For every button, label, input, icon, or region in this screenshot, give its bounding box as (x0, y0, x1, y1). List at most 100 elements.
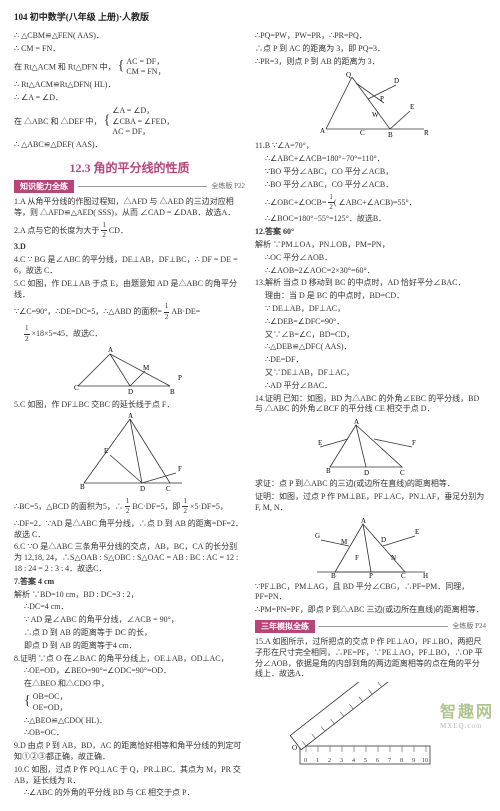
brace-icon: { (104, 113, 111, 128)
rule (319, 626, 448, 627)
svg-text:N: N (391, 554, 396, 562)
svg-text:Q: Q (346, 71, 351, 79)
page-header: 104 初中数学(八年级 上册)·人教版 (14, 10, 486, 23)
watermark-line2: MXEQ.com (440, 722, 494, 730)
svg-text:D: D (364, 469, 369, 477)
subheader-label: 知识能力全练 (14, 180, 74, 193)
svg-text:6: 6 (376, 758, 379, 764)
q7e: 即点 D 到 AB 的距离等于4 cm． (14, 641, 245, 652)
section-title: 12.3 角的平分线的性质 (14, 159, 245, 176)
text: ×18×5=45．故选C． (32, 329, 103, 338)
svg-text:O: O (292, 744, 297, 752)
brace-icon: { (24, 694, 31, 709)
q14b: 证明：如图，过点 P 作 PM⊥BE，PF⊥AC，PN⊥AF，垂足分别为 F, … (255, 492, 486, 514)
svg-text:C: C (400, 469, 405, 477)
text: ∵∠C=90°，∴DE=DC=5，∴△ABD 的面积= (14, 307, 162, 316)
fraction: 12 (101, 221, 107, 241)
subheader-three-year: 三年模拟全练 全练版 P24 (255, 620, 486, 633)
q5a: 5.C 如图，作 DE⊥AB 于点 E，由题意知 AD 是△ABC 的角平分线． (14, 279, 245, 301)
svg-text:W: W (372, 111, 379, 119)
svg-text:0: 0 (304, 758, 307, 764)
q14: 14.证明 已知：如图，BD 为△ABC 的外角∠EBC 的平分线，BD 与 △… (255, 394, 486, 416)
svg-text:B: B (170, 388, 175, 396)
q7b: ∴DC=4 cm． (14, 602, 245, 613)
svg-text:B: B (331, 572, 336, 580)
svg-text:C: C (166, 485, 171, 493)
watermark: 智趣网 MXEQ.com (440, 698, 494, 730)
right-column: ∴PQ=PW，PW=PR，∴PR=PQ． ∴点 P 到 AC 的距离为 3，即 … (255, 29, 486, 801)
text: ∴ Rt△ACM≌Rt△DFN( HL)． (14, 80, 245, 91)
figure-q5-triangle2: A B C D E F (70, 413, 190, 495)
text: ∴ CM = FN． (14, 44, 245, 55)
text: ∴∠OBC+∠OCB= (265, 197, 326, 206)
svg-text:B: B (326, 467, 331, 475)
text: 在 △ABC 和 △DEF 中， (14, 117, 102, 126)
svg-text:F: F (178, 465, 182, 473)
q7c: ∵ AD 是∠ABC 的角平分线，∠ACB = 90°， (14, 615, 245, 626)
svg-text:A: A (320, 127, 325, 135)
svg-text:E: E (410, 103, 414, 111)
q11b: ∵BO 平分∠ABC，CO 平分∠ACB， (255, 167, 486, 178)
q10: 10.C 如图，过点 P 作 PQ⊥AC 于 Q，PR⊥BC．其点为 M，PR … (14, 765, 245, 787)
text: ∴BC=5，△BCD 的面积为5，∴ (14, 502, 123, 511)
fraction: 12 (164, 302, 170, 322)
q2: 2.A 点与它的长度为大于 12 CD． (14, 221, 245, 241)
q5b: ∵∠C=90°，∴DE=DC=5，∴△ABD 的面积= 12 AB·DE= (14, 302, 245, 322)
svg-text:D: D (381, 536, 386, 544)
q12c: ∴∠AOB=2∠AOC=2×30°=60°． (255, 266, 486, 277)
q13f: ∴DE=DF． (255, 355, 486, 366)
svg-text:4: 4 (352, 758, 355, 764)
svg-text:B: B (80, 483, 85, 491)
figure-r1: Q D A C P E W B R (306, 69, 436, 139)
q8: 8.证明 ∵点 O 在∠BAC 的角平分线上，OE⊥AB，OD⊥AC， (14, 654, 245, 665)
svg-text:3: 3 (340, 758, 343, 764)
r3: ∴PR=3，则点 P 到 AB 的距离为 3． (255, 57, 486, 68)
q11a: ∴∠ABC+∠ACB=180°−70°=110°． (255, 154, 486, 165)
q14d: ∴PM=PN=PF，即点 P 到△ABC 三边(或边所在直线)的距离相等． (255, 605, 486, 616)
text: ∴ △CBM≌△FEN( AAS)． (14, 31, 245, 42)
svg-text:C: C (401, 572, 406, 580)
svg-text:F: F (412, 439, 416, 447)
svg-text:10: 10 (422, 758, 428, 764)
q6: 6.C ∵O 是△ABC 三条角平分线的交点，AB，BC，CA 的长分别为 12… (14, 542, 245, 574)
svg-text:D: D (394, 77, 399, 85)
svg-text:1: 1 (316, 758, 319, 764)
svg-text:C: C (360, 129, 365, 137)
text: 2.A 点与它的长度为大于 (14, 225, 99, 234)
svg-text:M: M (143, 364, 150, 372)
svg-text:P: P (369, 572, 373, 580)
text: CM = FN， (126, 67, 165, 76)
svg-text:8: 8 (400, 758, 403, 764)
svg-text:A: A (108, 346, 113, 354)
svg-text:G: G (315, 532, 320, 540)
svg-text:A: A (361, 517, 366, 525)
q8b: 在△BEO 和△CDO 中， (14, 679, 245, 690)
q13g: 又∵DE⊥AB，DF⊥AC， (255, 368, 486, 379)
pageref: 全练版 P22 (211, 181, 245, 191)
q8c: { OB=OC， OE=OD， (14, 692, 245, 714)
q13b: ∵ DE⊥AB，DF⊥AC， (255, 304, 486, 315)
text: 在 Rt△ACM 和 Rt△DFN 中， (14, 62, 116, 71)
svg-text:E: E (318, 439, 322, 447)
q7a: 解析 ∵BD=10 cm，BD : DC=3 : 2， (14, 590, 245, 601)
left-column: ∴ △CBM≌△FEN( AAS)． ∴ CM = FN． 在 Rt△ACM 和… (14, 29, 245, 801)
svg-text:E: E (104, 447, 108, 455)
svg-text:5: 5 (364, 758, 367, 764)
q13a: 理由：当 D 是 BC 的中点时，BD=CD． (255, 291, 486, 302)
svg-text:A: A (354, 418, 359, 426)
q8a: ∴OE=OD，∠BEO=90°=∠ODC=90°=OD． (14, 666, 245, 677)
text: OE=OD， (33, 703, 68, 712)
subheader-label: 三年模拟全练 (255, 620, 315, 633)
fraction: 12 (182, 497, 188, 517)
q10a: ∴∠ABC 的外角的平分线 BD 与 CE 相交于点 P． (14, 788, 245, 799)
svg-text:F: F (355, 554, 359, 562)
text: 在 Rt△ACM 和 Rt△DFN 中， { AC = DF， CM = FN， (14, 57, 245, 79)
svg-text:A: A (128, 413, 133, 420)
svg-text:H: H (423, 572, 428, 580)
q5c: 12 ×18×5=45．故选C． (14, 324, 245, 344)
q15: 15.A 如图所示，过所把点的交点 P 作 PE⊥AO，PF⊥BO，两把尺子形在… (255, 637, 486, 680)
q4: 4.C ∵ BG 是∠ABC 的平分线，DE⊥AB，DF⊥BC，∴ DF = D… (14, 255, 245, 277)
svg-text:E: E (415, 528, 419, 536)
figure-r2: A E B D C F (316, 417, 426, 477)
q13e: ∴△DEB≌△DFC( AAS)． (255, 342, 486, 353)
